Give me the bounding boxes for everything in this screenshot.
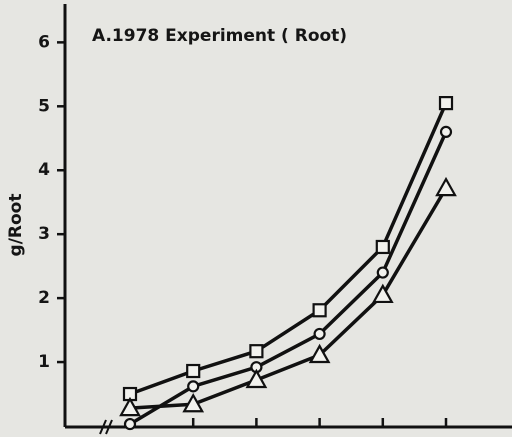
marker [182, 393, 205, 413]
series-line [129, 102, 448, 396]
marker [439, 125, 453, 138]
y-tick-label: 1 [38, 352, 50, 372]
y-tick-label: 2 [38, 288, 50, 308]
marker [186, 363, 201, 379]
chart-title: A.1978 Experiment ( Root) [92, 26, 347, 46]
y-tick-label: 4 [38, 160, 50, 180]
y-axis-label: g/Root [6, 194, 26, 257]
marker [375, 239, 390, 255]
marker [438, 96, 454, 111]
axis-break [99, 419, 113, 435]
series-line [129, 187, 448, 410]
marker [371, 283, 394, 304]
y-tick-label: 5 [38, 96, 50, 116]
marker [123, 417, 137, 431]
marker [187, 380, 200, 393]
marker [312, 303, 327, 318]
marker [308, 343, 331, 364]
marker [313, 327, 326, 341]
marker [245, 368, 268, 389]
y-tick-label: 6 [38, 32, 50, 52]
series-line [129, 131, 448, 426]
marker [435, 176, 457, 197]
marker [376, 266, 389, 279]
marker [119, 396, 141, 417]
marker [249, 344, 264, 359]
y-tick-label: 3 [38, 224, 50, 244]
